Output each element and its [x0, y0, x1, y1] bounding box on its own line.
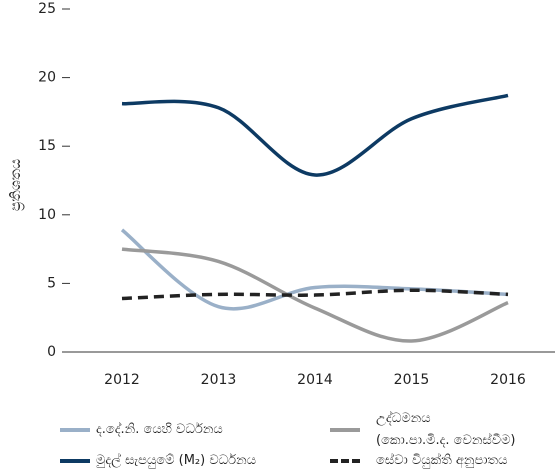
line [121, 93, 509, 177]
legend-label: උද්ධමනය (කො.පා.මි.ද. වෙනස්වීම) [376, 411, 516, 448]
legend-swatch [60, 428, 90, 432]
line [120, 228, 509, 311]
legend-swatch [330, 428, 360, 432]
x-tick-label: 2014 [297, 372, 333, 388]
y-axis-label: ප්‍රතිශතය [8, 159, 25, 211]
legend-label: මුදල් සැපයුමේ (M₂) වර්ධනය [96, 453, 257, 468]
y-tick-label: 15 [38, 138, 56, 154]
x-tick-label: 2016 [490, 372, 526, 388]
legend-label: ද.දේ.නි. යෙහි වර්ධනය [96, 422, 223, 437]
y-tick-label: 20 [38, 70, 56, 86]
legend-swatch [60, 459, 90, 463]
y-tick-label: 10 [38, 207, 56, 223]
y-tick-label: 5 [47, 275, 56, 291]
y-tick-label: 0 [47, 344, 56, 360]
legend-swatch [330, 459, 360, 463]
x-tick-label: 2015 [394, 372, 430, 388]
x-tick-label: 2012 [104, 372, 140, 388]
legend-label: සේවා වියුක්ති අනුපාතය [376, 453, 508, 468]
line [121, 288, 509, 301]
line [121, 247, 509, 343]
y-tick-label: 25 [38, 1, 56, 17]
x-tick-label: 2013 [201, 372, 237, 388]
